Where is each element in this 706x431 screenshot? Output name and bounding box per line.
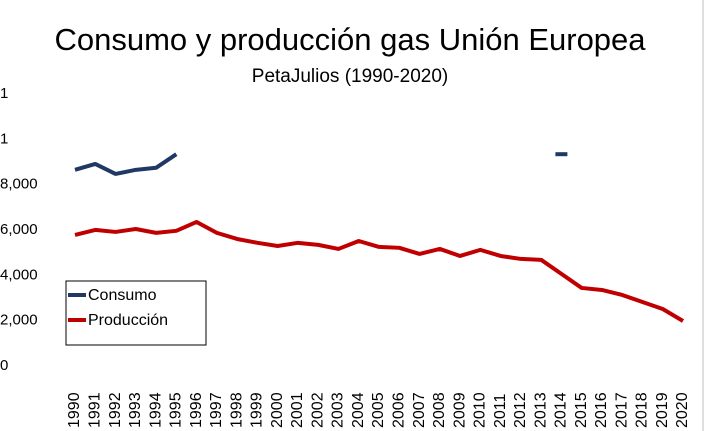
x-tick-label: 1990 <box>66 392 83 428</box>
x-tick-label: 2006 <box>390 392 407 428</box>
x-tick-label: 2011 <box>492 393 509 428</box>
x-tick-label: 2012 <box>512 392 529 428</box>
y-tick-label: 4,000 <box>0 266 38 283</box>
x-tick-label: 1993 <box>127 392 144 428</box>
legend-label: Producción <box>88 312 168 329</box>
chart-title: Consumo y producción gas Unión Europea <box>54 22 646 57</box>
chart-subtitle: PetaJulios (1990-2020) <box>252 66 448 87</box>
x-tick-label: 2016 <box>593 392 610 428</box>
x-tick-label: 2000 <box>269 392 286 428</box>
y-tick-label: 1 <box>0 130 8 147</box>
x-tick-label: 2002 <box>309 392 326 428</box>
x-tick-label: 1991 <box>86 392 103 428</box>
x-tick-label: 2018 <box>634 392 651 428</box>
data-line <box>74 219 685 323</box>
x-tick-label: 2008 <box>431 392 448 428</box>
x-tick-label: 2003 <box>330 392 347 428</box>
x-tick-label: 2007 <box>411 392 428 428</box>
y-tick-label: 1 <box>0 85 8 102</box>
y-tick-label: 8,000 <box>0 176 38 193</box>
x-tick-label: 1998 <box>228 392 245 428</box>
x-tick-label: 2001 <box>289 392 306 428</box>
x-tick-label: 1997 <box>208 392 225 428</box>
x-tick-label: 2015 <box>573 392 590 428</box>
x-tick-label: 1992 <box>107 392 124 428</box>
x-tick-label: 2019 <box>654 392 671 428</box>
x-tick-label: 1999 <box>249 392 266 428</box>
x-tick-label: 2014 <box>553 392 570 428</box>
x-tick-label: 1996 <box>188 392 205 428</box>
y-tick-label: 2,000 <box>0 312 38 329</box>
y-tick-label: 6,000 <box>0 221 38 238</box>
legend-box <box>65 280 207 346</box>
x-tick-label: 1994 <box>147 392 164 428</box>
x-tick-label: 2013 <box>532 392 549 428</box>
x-tick-label: 2017 <box>613 392 630 428</box>
data-line <box>74 152 178 176</box>
x-tick-label: 2020 <box>674 392 691 428</box>
y-tick-label: 0 <box>0 357 8 374</box>
x-tick-label: 2005 <box>370 392 387 428</box>
x-tick-label: 2009 <box>451 392 468 428</box>
legend-label: Consumo <box>88 287 157 304</box>
x-tick-label: 1995 <box>168 392 185 428</box>
x-tick-label: 2004 <box>350 392 367 428</box>
x-tick-label: 2010 <box>472 392 489 428</box>
